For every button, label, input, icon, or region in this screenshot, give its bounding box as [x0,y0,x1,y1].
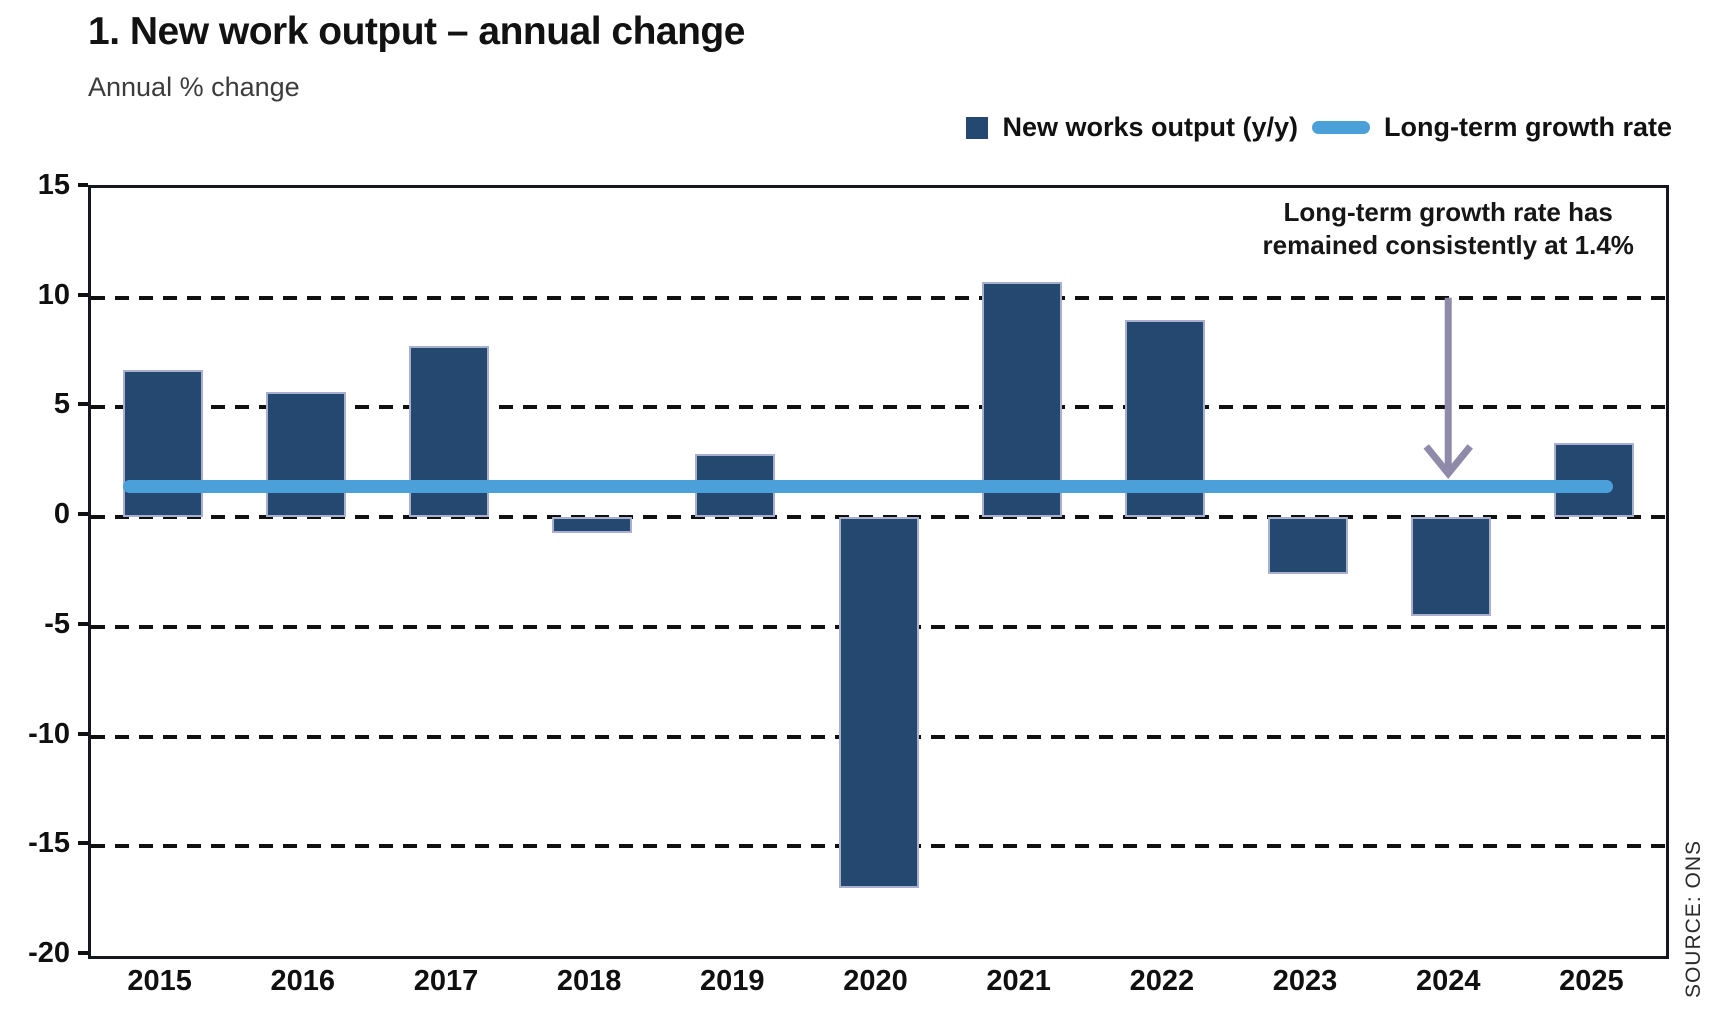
y-axis-tick-15 [78,183,88,187]
x-axis-label-2020: 2020 [843,965,908,997]
chart-title: 1. New work output – annual change [88,10,745,53]
plot-area [88,185,1669,959]
y-axis-label-15: 15 [37,169,70,201]
bar-2020 [838,517,919,888]
bar-2018 [552,517,633,533]
y-axis-tick-5 [78,402,88,407]
x-axis-label-2018: 2018 [556,965,622,997]
x-axis-label-2019: 2019 [700,965,765,997]
y-axis-label--20: -20 [28,937,70,969]
y-axis-tick--15 [78,841,88,846]
source-label: SOURCE: ONS [1682,839,1705,998]
line-series-swatch-icon [1312,121,1370,134]
y-axis-tick--10 [78,731,88,736]
y-axis-label--15: -15 [28,827,70,860]
bar-2015 [122,370,203,518]
y-axis-label-0: 0 [53,498,70,531]
y-axis-tick--5 [78,621,88,626]
legend: New works output (y/y) Long-term growth … [966,112,1672,143]
bar-2024 [1411,517,1492,616]
x-axis-label-2021: 2021 [986,965,1051,997]
gridline-10 [91,295,1666,300]
x-axis-label-2025: 2025 [1559,965,1624,997]
x-axis-label-2022: 2022 [1129,965,1195,997]
chart-subtitle: Annual % change [88,72,300,102]
bar-2023 [1268,517,1349,575]
y-axis-label--5: -5 [44,607,70,640]
y-axis-tick--20 [78,951,88,955]
y-axis-label-10: 10 [37,278,70,311]
annotation-line-2: remained consistently at 1.4% [1262,229,1634,260]
bar-2025 [1554,442,1635,518]
y-axis-label-5: 5 [53,388,70,421]
y-axis-tick-10 [78,292,88,297]
bar-2016 [265,392,346,518]
bar-2021 [981,282,1062,518]
bar-series-label: New works output (y/y) [1002,112,1298,142]
bar-series-swatch-icon [966,116,989,139]
x-axis-label-2024: 2024 [1415,965,1481,997]
y-axis-tick-0 [78,512,88,517]
x-axis-label-2016: 2016 [270,965,336,997]
long-term-growth-rate-line [122,479,1614,493]
annotation-text: Long-term growth rate has remained consi… [1148,196,1718,262]
x-axis-label-2023: 2023 [1272,965,1338,997]
gridline-5 [91,405,1666,410]
line-series-label: Long-term growth rate [1384,112,1672,142]
y-axis-label--10: -10 [28,717,70,750]
annotation-line-1: Long-term growth rate has [1283,196,1613,227]
x-axis-label-2015: 2015 [127,965,192,997]
x-axis-label-2017: 2017 [413,965,479,997]
